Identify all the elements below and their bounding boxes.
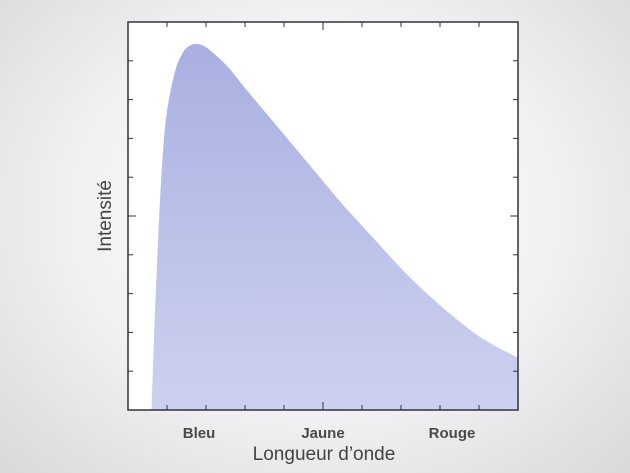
intensity-curve-area xyxy=(151,43,518,410)
y-axis-title: Intensité xyxy=(95,180,116,252)
tick-label-jaune: Jaune xyxy=(301,425,344,442)
tick-label-bleu: Bleu xyxy=(183,425,216,442)
tick-label-rouge: Rouge xyxy=(429,425,476,442)
axis-ticks xyxy=(128,22,518,410)
x-axis-title: Longueur d’onde xyxy=(253,444,396,465)
plot-frame xyxy=(127,21,519,411)
